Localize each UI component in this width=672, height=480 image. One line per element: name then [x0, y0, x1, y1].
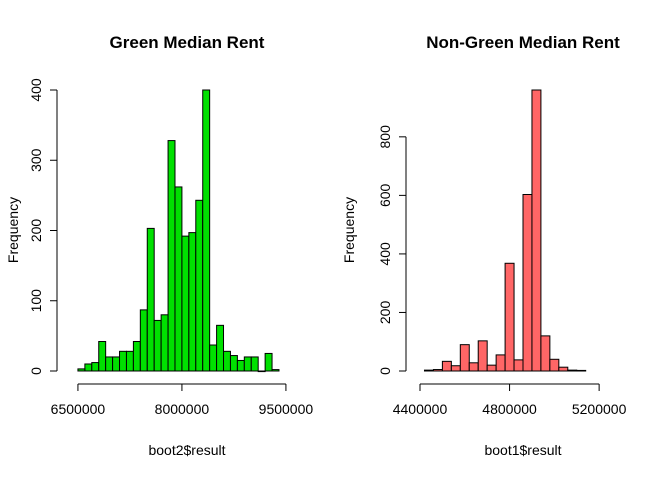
histogram-bar	[91, 362, 100, 372]
y-tick-label: 0	[377, 367, 393, 375]
y-tick-label: 600	[377, 183, 393, 207]
histogram-bar	[576, 369, 587, 372]
histogram-bar	[160, 314, 169, 372]
histogram-bar	[209, 344, 218, 372]
histogram-bar	[250, 356, 259, 372]
histogram-bar	[125, 350, 134, 372]
y-tick-label: 200	[28, 219, 44, 243]
bars	[423, 89, 587, 372]
histogram-bar	[77, 368, 86, 372]
y-tick-label: 0	[28, 367, 44, 375]
y-tick-label: 800	[377, 125, 393, 149]
histogram-bar	[504, 262, 515, 372]
histogram-bar	[84, 363, 93, 372]
histogram-bar	[477, 340, 488, 372]
axes: 6500000 8000000 9500000 0 100 200 300 400	[28, 78, 313, 417]
histogram-bar	[271, 369, 280, 372]
histogram-bar	[459, 344, 470, 372]
histogram-bar	[540, 335, 551, 372]
histogram-bar	[167, 140, 176, 372]
histogram-bar	[236, 359, 245, 372]
x-tick-label: 4400000	[393, 401, 448, 417]
chart-panel-non-green: Non-Green Median Rent boot1$result Frequ…	[341, 33, 627, 458]
histogram-bar	[450, 365, 461, 372]
histogram-bar	[188, 232, 197, 372]
x-tick-label: 8000000	[155, 401, 210, 417]
histogram-bar	[146, 227, 155, 372]
histogram-bar	[486, 364, 497, 372]
histogram-bar	[243, 356, 252, 372]
histogram-bar	[495, 354, 506, 372]
histogram-bar	[522, 194, 533, 372]
y-tick-label: 100	[28, 289, 44, 313]
y-axis-label: Frequency	[5, 197, 21, 263]
histogram-bar	[549, 358, 560, 372]
histogram-bar	[181, 235, 190, 372]
histogram-bar	[132, 341, 141, 372]
y-tick-label: 400	[28, 78, 44, 102]
histogram-bar	[153, 319, 162, 372]
x-tick-label: 5200000	[572, 401, 627, 417]
histogram-bar	[257, 370, 266, 373]
histogram-bar	[223, 350, 231, 372]
y-tick-label: 200	[377, 301, 393, 325]
x-axis-label: boot1$result	[484, 442, 561, 458]
histogram-bar	[264, 352, 273, 372]
histogram-bar	[195, 199, 204, 372]
histogram-bar	[98, 341, 107, 372]
histogram-bar	[567, 369, 578, 372]
y-tick-label: 300	[28, 148, 44, 172]
y-axis-label: Frequency	[341, 197, 357, 263]
x-tick-label: 9500000	[259, 401, 314, 417]
histogram-bar	[174, 186, 183, 372]
x-tick-label: 4800000	[482, 401, 537, 417]
histogram-bar	[105, 356, 114, 372]
bars	[77, 89, 280, 373]
histogram-bar	[216, 324, 225, 372]
histogram-bar	[513, 359, 524, 372]
histogram-bar	[202, 89, 211, 372]
x-axis-label: boot2$result	[148, 442, 225, 458]
histogram-bar	[432, 369, 443, 372]
histogram-bar	[229, 355, 238, 372]
chart-panel-green: Green Median Rent boot2$result Frequency…	[5, 33, 313, 458]
histogram-bar	[119, 350, 127, 372]
histogram-bar	[558, 366, 569, 372]
histogram-bar	[112, 356, 121, 372]
chart-title: Non-Green Median Rent	[426, 33, 620, 52]
histogram-bar	[468, 362, 479, 372]
axes: 4400000 4800000 5200000 0 200 400 600 800	[377, 125, 627, 417]
histogram-bar	[423, 369, 434, 372]
histogram-bar	[139, 309, 148, 372]
histogram-bar	[531, 89, 542, 372]
x-tick-label: 6500000	[51, 401, 106, 417]
histogram-bar	[441, 360, 452, 372]
chart-title: Green Median Rent	[110, 33, 265, 52]
y-tick-label: 400	[377, 242, 393, 266]
